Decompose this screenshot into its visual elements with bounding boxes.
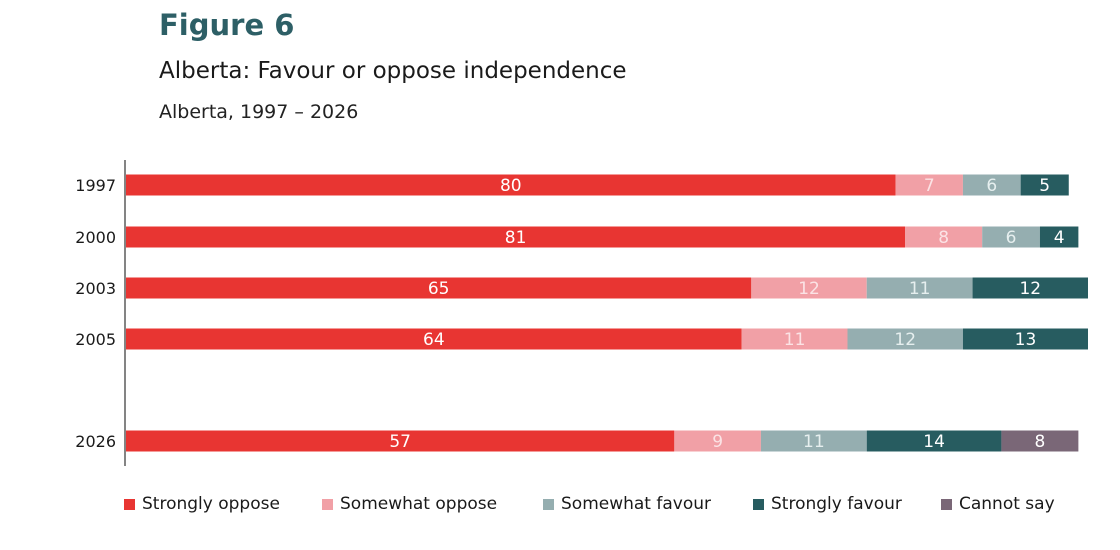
data-label: 12 [1019,279,1041,299]
legend-swatch [753,498,764,510]
bar-segment [674,430,761,452]
data-label: 11 [909,279,931,299]
figure-label: Figure 6 [159,8,295,42]
y-tick-label: 2000 [75,228,116,247]
bar-segment [126,430,675,452]
data-label: 12 [894,330,916,350]
bar-segment [126,277,752,299]
data-label: 57 [389,432,411,452]
legend-swatch [543,498,554,510]
data-label: 65 [428,279,450,299]
bar-segment [962,174,1021,196]
chart-title: Alberta: Favour or oppose independence [159,58,627,84]
legend-label: Somewhat favour [561,494,712,514]
bar-segment [1039,226,1079,248]
bar-segment [866,430,1002,452]
bar-segment [847,328,963,350]
y-tick-label: 2026 [75,432,116,451]
data-label: 8 [1034,432,1045,452]
bar-segment [1020,174,1069,196]
bar-segment [905,226,983,248]
bar-segment [962,328,1088,350]
data-label: 11 [784,330,806,350]
data-label: 14 [923,432,945,452]
data-label: 8 [938,228,949,248]
data-label: 6 [986,176,997,196]
y-tick-label: 2003 [75,279,116,298]
bar-segment [751,277,867,299]
chart-subtitle: Alberta, 1997 – 2026 [159,101,359,123]
y-tick-label: 2005 [75,330,116,349]
bar-segment [895,174,963,196]
bar-segment [741,328,848,350]
legend-label: Strongly favour [771,494,902,514]
legend-item: Somewhat oppose [322,494,497,514]
data-label: 81 [505,228,527,248]
bar-segment [126,174,896,196]
bar-segment [1001,430,1079,452]
legend-label: Somewhat oppose [340,494,498,514]
legend-swatch [941,498,952,510]
data-label: 4 [1054,228,1065,248]
data-label: 12 [798,279,820,299]
legend-item: Cannot say [941,494,1055,514]
legend-item: Strongly oppose [124,494,280,514]
data-label: 13 [1015,330,1037,350]
data-label: 9 [712,432,723,452]
bar-segment [866,277,973,299]
bar-segment [126,328,742,350]
bar-segment [982,226,1040,248]
data-label: 7 [924,176,935,196]
chart-legend: Strongly oppose Somewhat oppose Somewhat f… [0,494,1120,518]
legend-swatch [322,498,333,510]
data-label: 5 [1039,176,1050,196]
legend-item: Strongly favour [753,494,902,514]
bar-segment [126,226,906,248]
bar-segment [972,277,1088,299]
y-tick-label: 1997 [75,176,116,195]
data-label: 80 [500,176,522,196]
legend-item: Somewhat favour [543,494,711,514]
legend-label: Cannot say [959,494,1055,514]
data-label: 6 [1006,228,1017,248]
legend-label: Strongly oppose [142,494,280,514]
legend-swatch [124,498,135,510]
data-label: 11 [803,432,825,452]
bar-segment [760,430,867,452]
data-label: 64 [423,330,445,350]
